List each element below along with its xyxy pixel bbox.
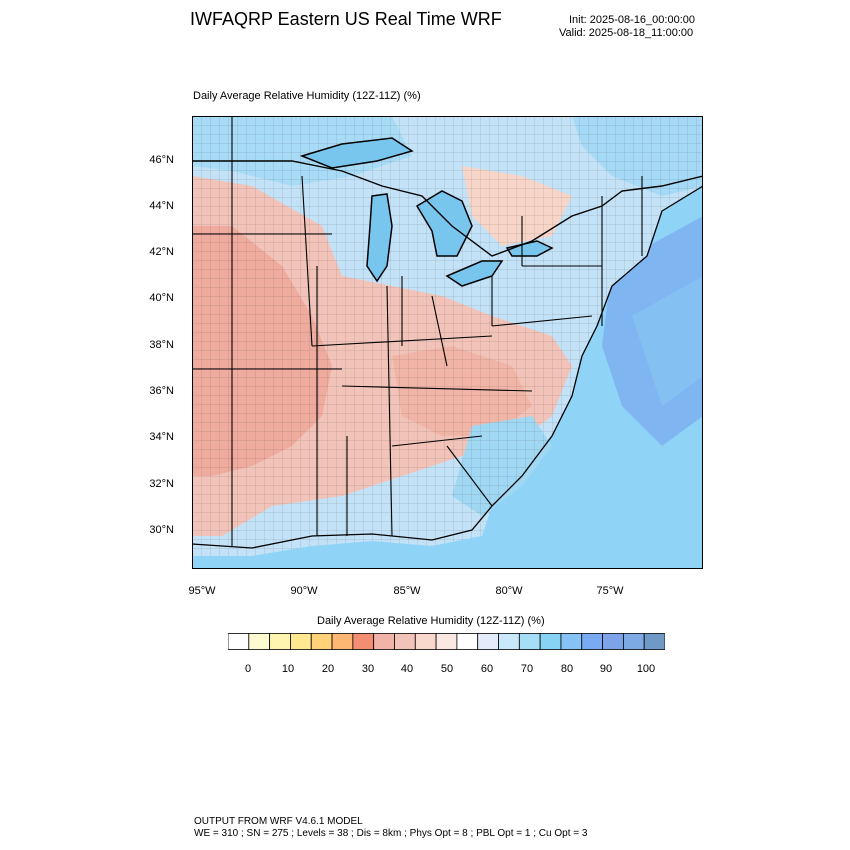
colorbar-label: 70 xyxy=(520,663,534,675)
colorbar-swatch xyxy=(643,633,665,650)
colorbar-swatch xyxy=(622,633,645,650)
colorbar-label: 90 xyxy=(599,663,613,675)
colorbar-label: 10 xyxy=(281,663,295,675)
colorbar-swatch xyxy=(331,633,354,650)
lon-label: 90°W xyxy=(290,585,318,597)
lake-superior xyxy=(299,137,414,169)
lat-label: 42°N xyxy=(149,246,174,258)
colorbar-swatch xyxy=(290,633,312,650)
colorbar-label: 80 xyxy=(560,663,574,675)
lat-label: 38°N xyxy=(149,339,174,351)
colorbar-swatch xyxy=(539,633,562,650)
lat-label: 30°N xyxy=(149,524,174,536)
colorbar-swatch xyxy=(518,633,541,650)
colorbar-label: 30 xyxy=(361,663,375,675)
colorbar-swatch xyxy=(310,633,333,650)
colorbar-swatch xyxy=(228,633,250,650)
figure-title: IWFAQRP Eastern US Real Time WRF xyxy=(190,9,502,29)
colorbar-swatch xyxy=(602,633,624,650)
state-borders xyxy=(192,116,643,546)
colorbar-title: Daily Average Relative Humidity (12Z-11Z… xyxy=(317,615,545,627)
model-info-line1: OUTPUT FROM WRF V4.6.1 MODEL xyxy=(194,816,363,827)
colorbar-swatch xyxy=(414,633,437,650)
colorbar-label: 40 xyxy=(400,663,414,675)
colorbar-swatch xyxy=(560,633,583,650)
colorbar-swatch xyxy=(456,633,479,650)
lon-label: 80°W xyxy=(495,585,523,597)
gulf-coastline xyxy=(192,185,703,549)
lat-label: 44°N xyxy=(149,200,174,212)
valid-time: Valid: 2025-08-18_11:00:00 xyxy=(559,27,694,39)
colorbar-swatch xyxy=(352,633,375,650)
colorbar-label: 50 xyxy=(440,663,454,675)
colorbar-swatch xyxy=(498,633,520,650)
colorbar-swatch xyxy=(394,633,416,650)
lake-erie xyxy=(445,260,504,287)
lat-label: 40°N xyxy=(149,292,174,304)
map-panel xyxy=(192,116,703,569)
colorbar xyxy=(228,633,665,650)
canada-border xyxy=(192,160,703,257)
lat-label: 46°N xyxy=(149,154,174,166)
colorbar-swatch xyxy=(581,633,603,650)
lake-michigan xyxy=(366,193,393,283)
model-info-line2: WE = 310 ; SN = 275 ; Levels = 38 ; Dis … xyxy=(194,828,588,839)
colorbar-swatch xyxy=(477,633,499,650)
colorbar-label: 20 xyxy=(321,663,335,675)
lon-label: 95°W xyxy=(188,585,216,597)
lake-ontario xyxy=(505,240,554,257)
lon-label: 85°W xyxy=(393,585,421,597)
humidity-map xyxy=(192,116,703,569)
lon-label: 75°W xyxy=(596,585,624,597)
colorbar-swatch xyxy=(269,633,291,650)
colorbar-swatch xyxy=(373,633,395,650)
lat-label: 34°N xyxy=(149,431,174,443)
colorbar-label: 60 xyxy=(480,663,494,675)
lat-label: 36°N xyxy=(149,385,174,397)
colorbar-swatch xyxy=(435,633,458,650)
map-title: Daily Average Relative Humidity (12Z-11Z… xyxy=(193,90,421,102)
lat-label: 32°N xyxy=(149,478,174,490)
colorbar-label: 0 xyxy=(244,663,252,675)
lake-huron xyxy=(415,190,473,257)
init-time: Init: 2025-08-16_00:00:00 xyxy=(569,14,695,26)
colorbar-label: 100 xyxy=(636,663,656,675)
colorbar-swatch xyxy=(248,633,271,650)
